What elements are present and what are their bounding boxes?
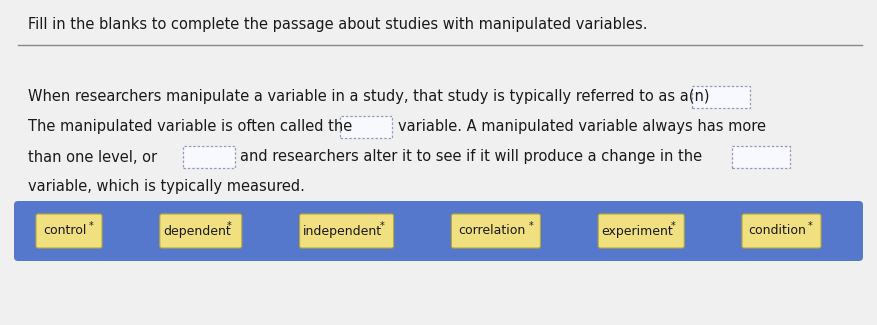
FancyBboxPatch shape <box>692 86 750 108</box>
Text: *: * <box>529 221 533 231</box>
Text: than one level, or: than one level, or <box>28 150 157 164</box>
FancyBboxPatch shape <box>340 116 392 138</box>
Text: condition: condition <box>749 225 807 238</box>
Text: control: control <box>43 225 87 238</box>
FancyBboxPatch shape <box>14 201 863 261</box>
Text: The manipulated variable is often called the: The manipulated variable is often called… <box>28 120 353 135</box>
FancyBboxPatch shape <box>452 214 540 248</box>
Text: correlation: correlation <box>459 225 525 238</box>
Text: independent: independent <box>303 225 382 238</box>
FancyBboxPatch shape <box>742 214 821 248</box>
Text: When researchers manipulate a variable in a study, that study is typically refer: When researchers manipulate a variable i… <box>28 89 709 105</box>
Text: and researchers alter it to see if it will produce a change in the: and researchers alter it to see if it wi… <box>240 150 702 164</box>
FancyBboxPatch shape <box>183 146 235 168</box>
Text: *: * <box>671 221 675 231</box>
FancyBboxPatch shape <box>160 214 242 248</box>
Text: *: * <box>89 221 94 231</box>
Text: Fill in the blanks to complete the passage about studies with manipulated variab: Fill in the blanks to complete the passa… <box>28 18 647 32</box>
FancyBboxPatch shape <box>36 214 102 248</box>
Text: variable. A manipulated variable always has more: variable. A manipulated variable always … <box>398 120 766 135</box>
Text: *: * <box>227 221 232 231</box>
Text: *: * <box>808 221 813 231</box>
Text: *: * <box>380 221 384 231</box>
FancyBboxPatch shape <box>300 214 394 248</box>
Text: variable, which is typically measured.: variable, which is typically measured. <box>28 179 305 194</box>
Text: dependent: dependent <box>163 225 231 238</box>
FancyBboxPatch shape <box>732 146 790 168</box>
Text: experiment: experiment <box>602 225 673 238</box>
FancyBboxPatch shape <box>598 214 684 248</box>
